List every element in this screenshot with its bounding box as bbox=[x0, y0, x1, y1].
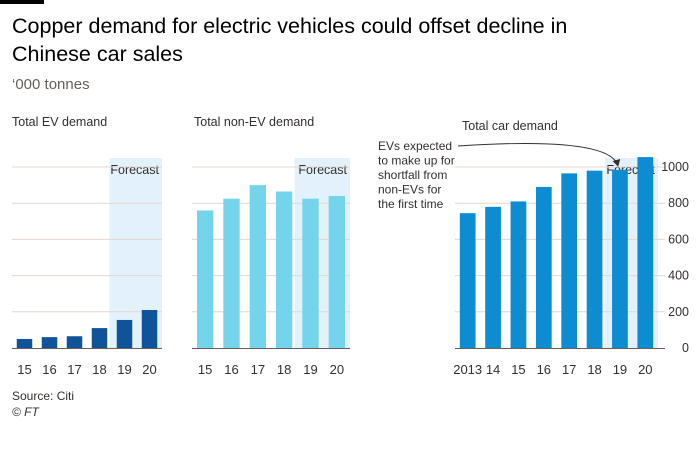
bar-non_ev-16 bbox=[223, 198, 240, 348]
bar-total-14 bbox=[485, 206, 501, 348]
x-tick-label: 2013 bbox=[453, 362, 482, 377]
forecast-label: Forecast bbox=[298, 163, 347, 177]
bar-ev-15 bbox=[16, 338, 33, 348]
bar-total-17 bbox=[561, 173, 578, 348]
x-tick-label: 16 bbox=[42, 362, 56, 377]
bar-ev-17 bbox=[66, 336, 83, 348]
chart-subtitle: ‘000 tonnes bbox=[12, 76, 90, 93]
panel-title: Total car demand bbox=[462, 119, 558, 133]
x-tick-label: 20 bbox=[638, 362, 652, 377]
bar-total-2013 bbox=[459, 213, 476, 348]
bar-total-19 bbox=[612, 169, 628, 348]
y-tick-label: 200 bbox=[668, 305, 689, 319]
x-tick-label: 20 bbox=[330, 362, 344, 377]
x-tick-label: 19 bbox=[117, 362, 131, 377]
source-note: Source: Citi bbox=[12, 389, 75, 403]
annotation-text: non-EVs for bbox=[378, 183, 441, 197]
bar-non_ev-15 bbox=[197, 210, 214, 348]
x-tick-label: 19 bbox=[303, 362, 317, 377]
bar-non_ev-18 bbox=[276, 191, 293, 348]
panel-title: Total EV demand bbox=[12, 115, 107, 129]
copyright-note: © FT bbox=[12, 405, 39, 419]
x-tick-label: 14 bbox=[486, 362, 500, 377]
y-tick-label: 1000 bbox=[661, 160, 689, 174]
x-tick-label: 18 bbox=[277, 362, 291, 377]
bar-ev-19 bbox=[116, 319, 133, 348]
panel-non-ev: Forecast 15 16 17 18 19 20 Total non-EV demand bbox=[192, 115, 350, 377]
annotation-text: EVs expected bbox=[378, 139, 452, 153]
x-tick-label: 16 bbox=[224, 362, 238, 377]
panel-title: Total non-EV demand bbox=[194, 115, 314, 129]
x-tick-label: 16 bbox=[537, 362, 551, 377]
panel-ev: Forecast 15 16 17 18 19 20 Total EV demand bbox=[12, 115, 162, 377]
annotation-arrow bbox=[457, 143, 621, 167]
bar-ev-18 bbox=[91, 328, 108, 348]
annotation-text: shortfall from bbox=[378, 168, 447, 182]
annotation-text: the first time bbox=[378, 197, 444, 211]
ft-top-bar bbox=[0, 0, 44, 4]
bar-total-18 bbox=[586, 170, 603, 348]
x-tick-label: 17 bbox=[562, 362, 576, 377]
bar-ev-16 bbox=[41, 337, 58, 348]
x-tick-label: 19 bbox=[613, 362, 627, 377]
y-tick-label: 600 bbox=[668, 232, 689, 246]
x-tick-label: 20 bbox=[142, 362, 156, 377]
y-tick-label: 0 bbox=[682, 341, 689, 355]
forecast-label: Forecast bbox=[110, 163, 159, 177]
x-tick-label: 18 bbox=[587, 362, 601, 377]
x-tick-label: 15 bbox=[198, 362, 212, 377]
y-tick-label: 800 bbox=[668, 196, 689, 210]
y-tick-label: 400 bbox=[668, 269, 689, 283]
x-tick-label: 18 bbox=[92, 362, 106, 377]
x-tick-label: 15 bbox=[511, 362, 525, 377]
bar-non_ev-17 bbox=[249, 185, 266, 348]
bar-total-20 bbox=[637, 157, 654, 348]
x-tick-label: 17 bbox=[251, 362, 265, 377]
chart-title: Copper demand for electric vehicles coul… bbox=[12, 14, 568, 66]
bar-total-16 bbox=[535, 186, 552, 348]
x-tick-label: 17 bbox=[67, 362, 81, 377]
bar-non_ev-20 bbox=[328, 196, 345, 348]
annotation-text: to make up for bbox=[378, 154, 455, 168]
bar-non_ev-19 bbox=[302, 198, 319, 348]
bar-total-15 bbox=[510, 201, 527, 348]
x-tick-label: 15 bbox=[17, 362, 31, 377]
bar-ev-20 bbox=[141, 310, 158, 348]
